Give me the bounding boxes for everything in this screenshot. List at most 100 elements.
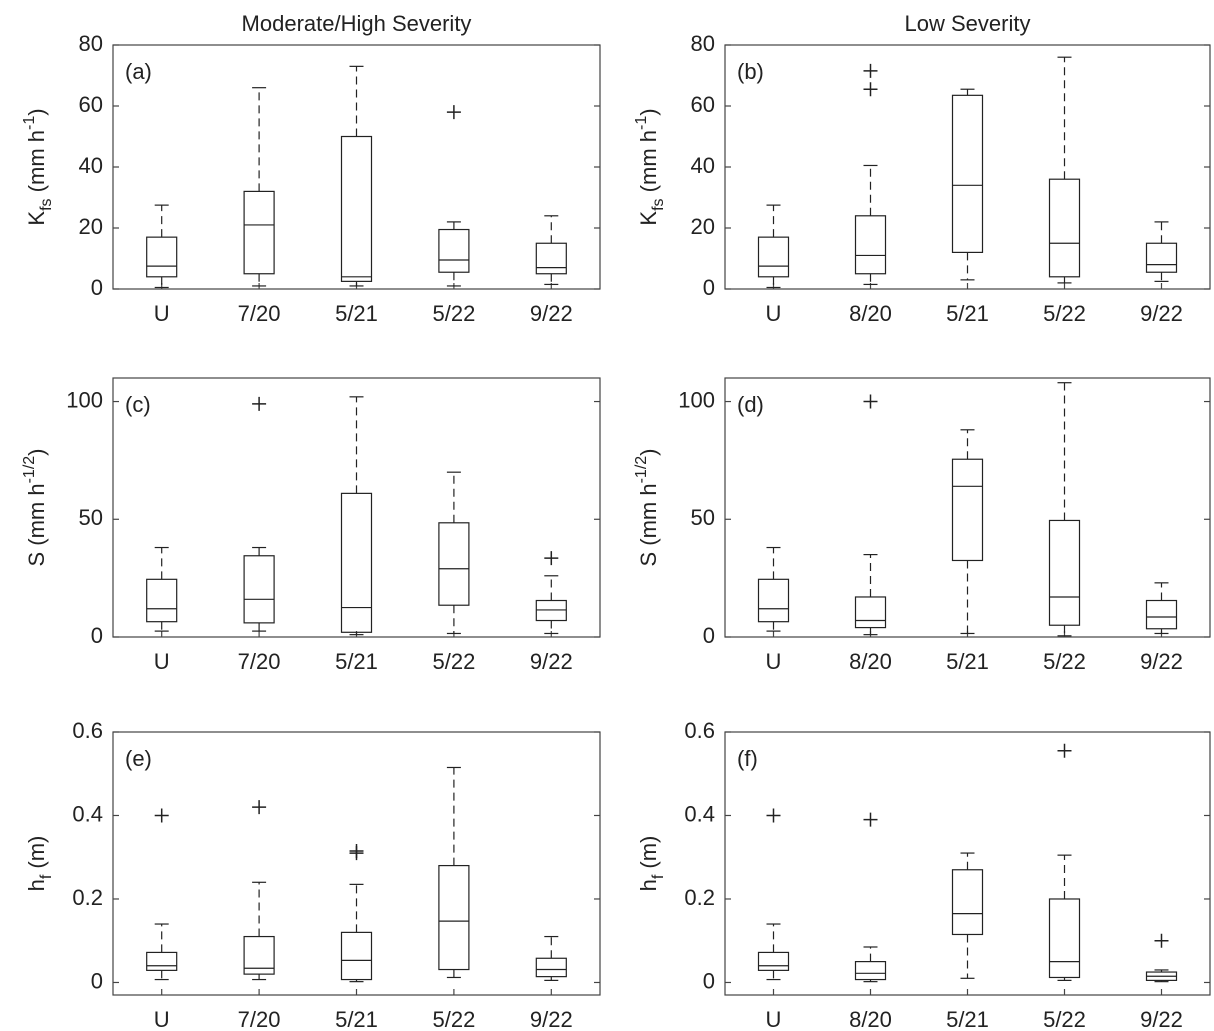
x-tick-label: 5/21: [946, 649, 989, 674]
box: [146, 578, 178, 623]
x-tick-label: 7/20: [238, 649, 281, 674]
box: [340, 492, 373, 633]
panel-label: (d): [737, 392, 764, 417]
box: [535, 242, 567, 275]
outlier: [446, 105, 461, 120]
x-tick-label: U: [766, 301, 782, 326]
panel-label: (c): [125, 392, 151, 417]
y-axis-label-part: -1/2: [21, 456, 38, 484]
y-tick-label: 20: [79, 214, 103, 239]
column-title: Low Severity: [905, 11, 1031, 36]
outlier: [863, 63, 878, 78]
box: [243, 190, 275, 275]
y-axis-label-part: (mm h: [636, 130, 661, 198]
y-tick-label: 50: [691, 505, 715, 530]
panel-label: (f): [737, 746, 758, 771]
box: [438, 228, 470, 273]
box: [243, 935, 275, 975]
box: [757, 578, 790, 623]
y-axis-label-part: S (mm h: [24, 483, 49, 566]
x-tick-label: U: [154, 1007, 170, 1031]
box: [1048, 519, 1081, 626]
box: [951, 458, 984, 562]
y-axis-label-part: h: [24, 879, 49, 891]
x-tick-label: 9/22: [1140, 649, 1183, 674]
x-tick-label: 5/21: [335, 1007, 378, 1031]
axes-frame: [724, 377, 1211, 638]
x-tick-label: U: [766, 649, 782, 674]
outlier: [863, 812, 878, 827]
x-tick-label: 8/20: [849, 1007, 892, 1031]
outlier: [349, 843, 364, 858]
y-axis-label-part: K: [636, 211, 661, 226]
y-tick-label: 0: [703, 623, 715, 648]
x-tick-label: 7/20: [238, 1007, 281, 1031]
y-tick-label: 0.2: [72, 885, 103, 910]
y-axis-label: Kfs (mm h-1): [633, 108, 667, 225]
x-tick-label: 5/21: [946, 301, 989, 326]
x-tick-label: 5/22: [1043, 1007, 1086, 1031]
y-axis-label: S (mm h-1/2): [21, 448, 49, 566]
y-axis-label-part: fs: [38, 198, 55, 210]
box: [1145, 242, 1178, 273]
y-tick-label: 50: [79, 505, 103, 530]
box: [1048, 898, 1081, 979]
y-axis-label-part: (m): [636, 836, 661, 875]
y-axis-label-part: -1: [21, 116, 38, 130]
outlier: [766, 808, 781, 823]
x-tick-label: U: [154, 649, 170, 674]
outlier: [863, 82, 878, 97]
x-tick-label: 5/21: [335, 301, 378, 326]
x-tick-label: 9/22: [530, 1007, 573, 1031]
x-tick-label: 8/20: [849, 301, 892, 326]
y-tick-label: 0.6: [72, 718, 103, 743]
outlier: [252, 800, 267, 815]
x-tick-label: 5/22: [432, 649, 475, 674]
y-axis-label-part: (mm h: [24, 130, 49, 198]
y-tick-label: 0: [91, 275, 103, 300]
y-tick-label: 0: [91, 968, 103, 993]
y-axis-label-part: h: [636, 879, 661, 891]
y-axis-label-part: -1: [633, 116, 650, 130]
y-axis-label-part: f: [650, 874, 667, 879]
y-axis-label-part: (m): [24, 836, 49, 875]
box: [438, 864, 470, 971]
box: [438, 522, 470, 606]
panel-label: (a): [125, 59, 152, 84]
outlier: [1057, 743, 1072, 758]
box: [854, 596, 887, 629]
y-tick-label: 60: [691, 92, 715, 117]
x-tick-label: 8/20: [849, 649, 892, 674]
y-axis-label: Kfs (mm h-1): [21, 108, 55, 225]
box: [340, 931, 373, 981]
box: [951, 94, 984, 253]
x-tick-label: 7/20: [238, 301, 281, 326]
axes-frame: [112, 377, 601, 638]
x-tick-label: 9/22: [530, 301, 573, 326]
y-tick-label: 0.2: [684, 885, 715, 910]
panel-label: (b): [737, 59, 764, 84]
x-tick-label: 5/22: [432, 1007, 475, 1031]
x-tick-label: 9/22: [530, 649, 573, 674]
box: [757, 951, 790, 971]
y-axis-label-part: ): [24, 108, 49, 115]
axes-frame: [112, 731, 601, 996]
x-tick-label: 5/21: [946, 1007, 989, 1031]
y-tick-label: 20: [691, 214, 715, 239]
x-tick-label: U: [154, 301, 170, 326]
box: [951, 869, 984, 936]
y-axis-label-part: f: [38, 874, 55, 879]
box: [757, 236, 790, 278]
box: [243, 555, 275, 624]
y-axis-label: hf (m): [636, 836, 667, 892]
y-axis-label-part: K: [24, 211, 49, 226]
y-tick-label: 0: [91, 623, 103, 648]
x-tick-label: 5/22: [1043, 649, 1086, 674]
outlier: [1154, 933, 1169, 948]
y-tick-label: 80: [691, 31, 715, 56]
outlier: [252, 396, 267, 411]
y-axis-label: S (mm h-1/2): [633, 448, 661, 566]
y-axis-label-part: ): [636, 448, 661, 455]
y-tick-label: 0: [703, 968, 715, 993]
